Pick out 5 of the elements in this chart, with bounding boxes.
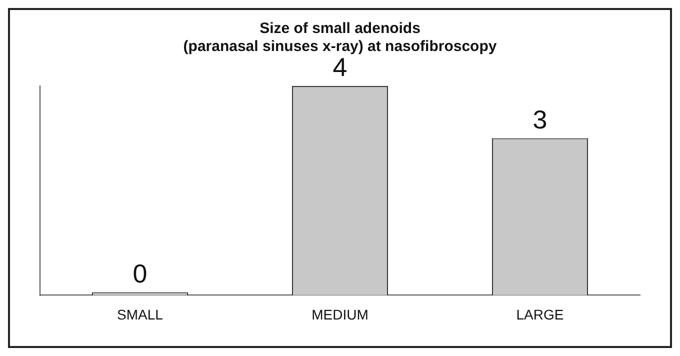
data-label: 3: [532, 104, 548, 134]
data-label: 0: [132, 258, 148, 288]
x-tick-label: SMALL: [117, 306, 164, 322]
x-tick-label: LARGE: [516, 306, 564, 322]
x-tick-label: MEDIUM: [312, 306, 368, 322]
